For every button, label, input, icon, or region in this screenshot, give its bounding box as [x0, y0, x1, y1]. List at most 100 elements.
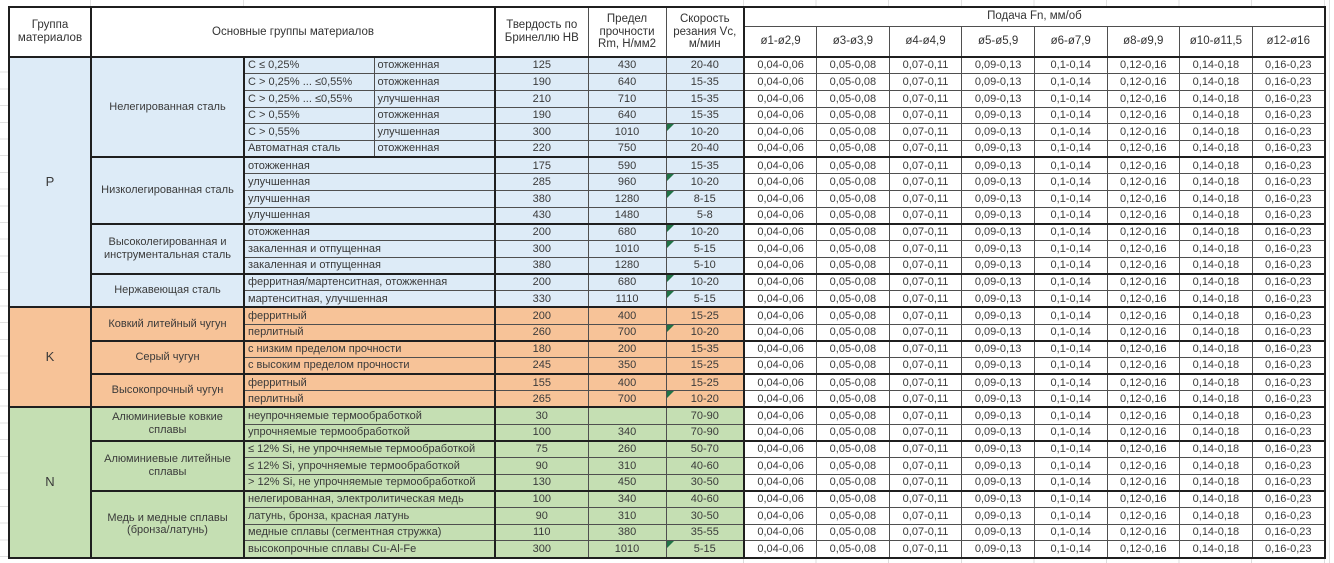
feed-value-cell: 0,1-0,14	[1033, 457, 1108, 475]
rm-value-cell: 1010	[587, 240, 667, 258]
table-row: Низколегированная сталь отожженная 175 590 1…	[9, 156, 1326, 225]
rm-value-cell: 1280	[587, 190, 667, 208]
feed-value-cell: 0,16-0,23	[1251, 340, 1326, 358]
hb-value-cell: 90	[494, 507, 589, 525]
hb-value-cell: 100	[494, 423, 589, 442]
header-material-group: Группа материалов	[8, 6, 92, 58]
table-row: Высоколегированная и инструментальная ст…	[9, 223, 1326, 275]
hb-value-cell: 110	[494, 523, 589, 542]
description-cell: с высоким пределом прочности	[243, 356, 496, 376]
feed-value-cell: 0,1-0,14	[1033, 123, 1108, 141]
feed-value-cell: 0,16-0,23	[1251, 139, 1326, 159]
feed-value-cell: 0,1-0,14	[1033, 473, 1108, 492]
feed-value-cell: 0,12-0,16	[1106, 373, 1181, 392]
feed-value-cell: 0,07-0,11	[888, 473, 963, 492]
feed-value-cell: 0,16-0,23	[1251, 306, 1326, 325]
feed-value-cell: 0,1-0,14	[1033, 139, 1108, 159]
feed-value-cell: 0,09-0,13	[961, 340, 1035, 358]
feed-value-cell: 0,04-0,06	[743, 256, 818, 275]
group-letter-cell: K	[8, 306, 92, 409]
feed-value-cell: 0,09-0,13	[961, 206, 1035, 225]
rm-value-cell: 310	[587, 507, 667, 525]
feed-value-cell: 0,05-0,08	[816, 306, 890, 325]
feed-value-cell: 0,07-0,11	[888, 223, 963, 242]
vc-value-cell: 10-20	[665, 223, 746, 242]
feed-value-cell: 0,04-0,06	[743, 73, 818, 91]
feed-value-cell: 0,12-0,16	[1106, 306, 1181, 325]
table-row: ≤ 12% Si, упрочняемые термообработкой 90 3…	[9, 457, 1326, 475]
subgroup-name-cell: Алюминиевые ковкие сплавы	[90, 406, 245, 442]
feed-value-cell: 0,04-0,06	[743, 223, 818, 242]
table-row: C > 0,25% ... ≤0,55% улучшенная 210 710 15-3…	[9, 89, 1326, 108]
feed-value-cell: 0,16-0,23	[1251, 73, 1326, 91]
state-cell: улучшенная	[373, 89, 496, 108]
feed-value-cell: 0,14-0,18	[1179, 423, 1253, 442]
vc-value-cell: 35-55	[665, 523, 746, 542]
feed-value-cell: 0,16-0,23	[1251, 123, 1326, 141]
feed-value-cell: 0,09-0,13	[961, 256, 1035, 275]
carbon-class-cell: C > 0,25% ... ≤0,55%	[243, 89, 375, 108]
feed-value-cell: 0,12-0,16	[1106, 473, 1181, 492]
state-cell: улучшенная	[373, 123, 496, 141]
state-cell: отожженная	[373, 73, 496, 91]
feed-value-cell: 0,1-0,14	[1033, 356, 1108, 376]
hb-value-cell: 75	[494, 440, 589, 458]
header-feed-title: Подача Fn, мм/об	[743, 6, 1326, 27]
feed-value-cell: 0,04-0,06	[743, 440, 818, 458]
rm-value-cell: 680	[587, 273, 667, 292]
feed-value-cell: 0,12-0,16	[1106, 340, 1181, 358]
header-feed-diameter-range: ø3-ø3,9	[816, 25, 890, 58]
feed-value-cell: 0,05-0,08	[816, 440, 890, 458]
feed-value-cell: 0,07-0,11	[888, 440, 963, 458]
feed-value-cell: 0,04-0,06	[743, 373, 818, 392]
vc-value-cell: 15-35	[665, 106, 746, 125]
table-row: улучшенная 430 1480 5-8 0,04-0,06 0,05-0,08 0,…	[9, 206, 1326, 225]
feed-value-cell: 0,09-0,13	[961, 223, 1035, 242]
feed-value-cell: 0,1-0,14	[1033, 223, 1108, 242]
feed-value-cell: 0,05-0,08	[816, 340, 890, 358]
feed-value-cell: 0,14-0,18	[1179, 139, 1253, 159]
carbon-class-cell: C > 0,55%	[243, 106, 375, 125]
feed-value-cell: 0,04-0,06	[743, 473, 818, 492]
feed-value-cell: 0,12-0,16	[1106, 273, 1181, 292]
feed-value-cell: 0,09-0,13	[961, 190, 1035, 208]
vc-value-cell: 10-20	[665, 173, 746, 191]
description-cell: улучшенная	[243, 190, 496, 208]
feed-value-cell: 0,14-0,18	[1179, 406, 1253, 425]
rm-value-cell: 400	[587, 373, 667, 392]
feed-value-cell: 0,12-0,16	[1106, 440, 1181, 458]
feed-value-cell: 0,05-0,08	[816, 223, 890, 242]
table-row: перлитный 265 700 10-20 0,04-0,06 0,05-0,08 0,…	[9, 390, 1326, 409]
feed-value-cell: 0,16-0,23	[1251, 156, 1326, 175]
table-row: Высокопрочный чугун ферритный 155 400 15-25 0…	[9, 373, 1326, 409]
feed-value-cell: 0,05-0,08	[816, 390, 890, 409]
feed-value-cell: 0,12-0,16	[1106, 156, 1181, 175]
description-cell: закаленная и отпущенная	[243, 256, 496, 275]
gridline-stub-col1	[90, 0, 91, 6]
vc-value-cell: 15-25	[665, 306, 746, 325]
table-row: K Ковкий литейный чугун ферритный 200 400 15-…	[8, 306, 1326, 409]
feed-value-cell: 0,07-0,11	[888, 423, 963, 442]
feed-value-cell: 0,14-0,18	[1179, 390, 1253, 409]
feed-value-cell: 0,05-0,08	[816, 240, 890, 258]
feed-value-cell: 0,07-0,11	[888, 89, 963, 108]
vc-value-cell: 5-8	[665, 206, 746, 225]
rm-value-cell: 960	[587, 173, 667, 191]
feed-value-cell: 0,05-0,08	[816, 406, 890, 425]
header-feed-diameter-range: ø12-ø16	[1251, 25, 1326, 58]
rm-value-cell: 1010	[587, 123, 667, 141]
vc-value-cell: 15-25	[665, 373, 746, 392]
feed-value-cell: 0,09-0,13	[961, 73, 1035, 91]
feed-value-cell: 0,14-0,18	[1179, 256, 1253, 275]
feed-value-cell: 0,04-0,06	[743, 523, 818, 542]
subgroup-name-cell: Серый чугун	[90, 340, 245, 376]
subgroup-name-cell: Высокопрочный чугун	[90, 373, 245, 409]
header-row-1: Группа материалов Основные группы матери…	[8, 6, 1326, 58]
vc-value-cell: 50-70	[665, 440, 746, 458]
description-cell: ≤ 12% Si, не упрочняемые термообработкой	[243, 440, 496, 458]
description-cell: нелегированная, электролитическая медь	[243, 490, 496, 509]
rm-value-cell: 700	[587, 390, 667, 409]
rm-value-cell: 350	[587, 356, 667, 376]
feed-value-cell: 0,16-0,23	[1251, 540, 1326, 559]
header-feed-diameter-range: ø5-ø5,9	[961, 25, 1035, 58]
